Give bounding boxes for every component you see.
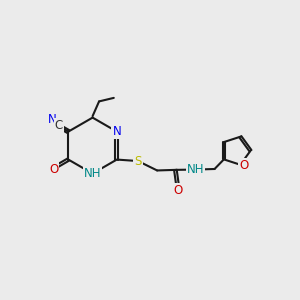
Text: O: O <box>49 163 58 176</box>
Text: NH: NH <box>187 163 204 176</box>
Text: NH: NH <box>84 167 101 180</box>
Text: N: N <box>48 113 57 126</box>
Text: S: S <box>134 154 142 167</box>
Text: C: C <box>55 119 63 132</box>
Text: O: O <box>239 159 248 172</box>
Text: O: O <box>173 184 183 197</box>
Text: N: N <box>112 125 121 138</box>
